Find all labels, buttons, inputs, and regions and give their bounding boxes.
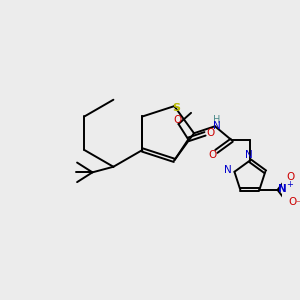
Text: ⁻: ⁻ bbox=[296, 200, 300, 209]
Text: S: S bbox=[172, 103, 181, 113]
Text: O: O bbox=[174, 115, 182, 125]
Text: O: O bbox=[286, 172, 295, 182]
Text: N: N bbox=[213, 121, 221, 131]
Text: O: O bbox=[208, 150, 216, 160]
Text: N: N bbox=[244, 150, 252, 160]
Text: N: N bbox=[278, 184, 287, 194]
Text: O: O bbox=[289, 197, 297, 207]
Text: H: H bbox=[214, 115, 221, 125]
Text: O: O bbox=[206, 128, 214, 138]
Text: N: N bbox=[224, 165, 232, 176]
Text: +: + bbox=[286, 180, 293, 189]
